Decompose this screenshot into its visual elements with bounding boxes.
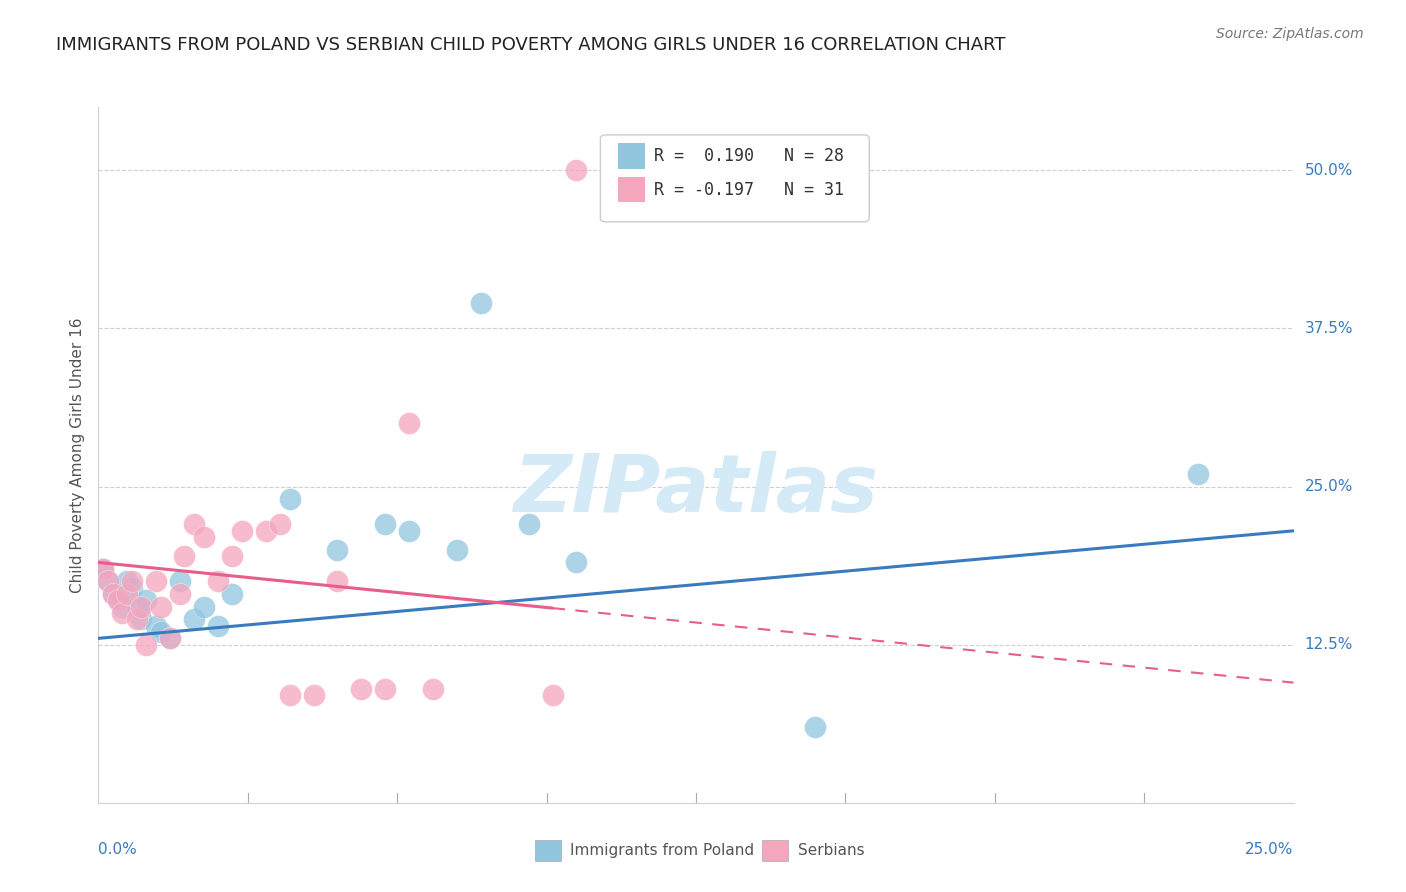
Point [207, 574, 229, 589]
Point [541, 688, 564, 702]
Point [398, 524, 420, 538]
Text: 12.5%: 12.5% [1305, 637, 1353, 652]
Point [278, 688, 301, 702]
Point [183, 612, 205, 626]
Point [125, 599, 148, 614]
Point [446, 542, 468, 557]
Point [115, 574, 138, 589]
Text: 0.0%: 0.0% [98, 842, 138, 856]
Point [107, 593, 129, 607]
Point [121, 581, 143, 595]
Point [326, 574, 349, 589]
Point [111, 599, 134, 614]
Text: R = -0.197   N = 31: R = -0.197 N = 31 [654, 180, 844, 199]
Point [565, 163, 588, 178]
Point [131, 599, 153, 614]
Point [269, 517, 291, 532]
FancyBboxPatch shape [619, 143, 644, 169]
Point [121, 574, 143, 589]
FancyBboxPatch shape [600, 135, 869, 222]
Point [1187, 467, 1209, 481]
Point [97, 574, 120, 589]
Point [169, 574, 191, 589]
Point [374, 517, 396, 532]
Point [302, 688, 325, 702]
Point [91, 562, 114, 576]
Point [207, 618, 229, 632]
Point [101, 587, 124, 601]
Point [135, 638, 157, 652]
Text: Source: ZipAtlas.com: Source: ZipAtlas.com [1216, 27, 1364, 41]
Point [193, 599, 215, 614]
Point [183, 517, 205, 532]
Point [145, 618, 167, 632]
Point [470, 296, 492, 310]
Point [159, 632, 181, 646]
Point [374, 681, 396, 696]
Text: IMMIGRANTS FROM POLAND VS SERBIAN CHILD POVERTY AMONG GIRLS UNDER 16 CORRELATION: IMMIGRANTS FROM POLAND VS SERBIAN CHILD … [56, 36, 1005, 54]
Text: 25.0%: 25.0% [1305, 479, 1353, 494]
Point [517, 517, 540, 532]
Point [101, 587, 124, 601]
Point [422, 681, 444, 696]
Text: R =  0.190   N = 28: R = 0.190 N = 28 [654, 147, 844, 165]
Point [231, 524, 253, 538]
Text: Immigrants from Poland: Immigrants from Poland [571, 843, 755, 857]
Point [149, 625, 172, 640]
Point [107, 593, 129, 607]
Point [111, 606, 134, 620]
Point [350, 681, 373, 696]
Y-axis label: Child Poverty Among Girls Under 16: Child Poverty Among Girls Under 16 [69, 318, 84, 592]
Point [221, 549, 243, 563]
FancyBboxPatch shape [619, 177, 644, 202]
Point [131, 612, 153, 626]
FancyBboxPatch shape [762, 839, 787, 861]
Point [145, 574, 167, 589]
Point [97, 574, 120, 589]
Point [398, 417, 420, 431]
Point [149, 599, 172, 614]
Point [135, 593, 157, 607]
Point [804, 720, 827, 734]
Point [565, 556, 588, 570]
Text: Serbians: Serbians [797, 843, 865, 857]
Text: 37.5%: 37.5% [1305, 321, 1353, 336]
Point [173, 549, 195, 563]
Point [159, 632, 181, 646]
Point [91, 562, 114, 576]
Text: 25.0%: 25.0% [1246, 842, 1294, 856]
FancyBboxPatch shape [534, 839, 561, 861]
Point [326, 542, 349, 557]
Text: ZIPatlas: ZIPatlas [513, 450, 879, 529]
Point [115, 587, 138, 601]
Point [254, 524, 277, 538]
Text: 50.0%: 50.0% [1305, 163, 1353, 178]
Point [169, 587, 191, 601]
Point [193, 530, 215, 544]
Point [221, 587, 243, 601]
Point [125, 612, 148, 626]
Point [278, 492, 301, 507]
